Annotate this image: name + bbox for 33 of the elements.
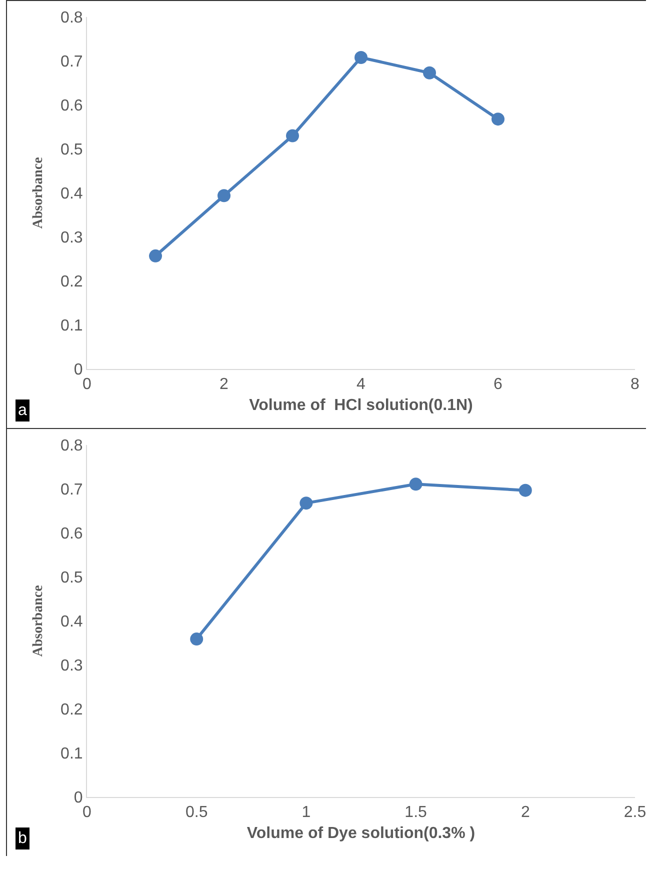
y-axis-title: Absorbance — [31, 585, 46, 657]
text: a — [18, 402, 27, 419]
x-tick-label: 8 — [630, 376, 640, 394]
x-tick-label: 2 — [520, 804, 530, 822]
y-tick-label: 0.5 — [60, 142, 83, 159]
y-tick-label: 0.4 — [60, 614, 83, 631]
y-tick-label: 0 — [74, 362, 83, 379]
y-tick-label: 0.6 — [60, 98, 83, 115]
y-tick-label: 0.5 — [60, 570, 83, 587]
y-tick-label: 0.8 — [60, 10, 83, 27]
y-tick-label: 0.7 — [60, 54, 83, 71]
y-tick-label: 0.2 — [60, 274, 83, 291]
y-tick-label: 0 — [74, 790, 83, 807]
x-tick-label: 2.5 — [624, 804, 646, 822]
y-tick-label: 0.1 — [60, 746, 83, 763]
y-axis-title: Absorbance — [31, 157, 46, 229]
y-tick-label: 0.4 — [60, 186, 83, 203]
x-tick-label: 2 — [220, 376, 229, 394]
x-tick-label: 6 — [494, 376, 503, 394]
x-tick-label: 1 — [302, 804, 311, 822]
y-tick-label: 0.6 — [60, 526, 83, 543]
y-tick-label: 0.3 — [60, 658, 83, 675]
y-tick-label: 0.3 — [60, 230, 83, 247]
x-tick-label: 1.5 — [404, 804, 428, 822]
x-tick-label: 0.5 — [185, 804, 208, 822]
y-tick-label: 0.8 — [60, 438, 83, 455]
x-axis-title: Volume of Dye solution(0.3% ) — [246, 824, 476, 842]
y-tick-label: 0.7 — [60, 482, 83, 499]
y-tick-label: 0.2 — [60, 702, 83, 719]
x-tick-label: 4 — [356, 376, 366, 394]
x-axis-title: Volume of HCl solution(0.1N) — [249, 396, 473, 414]
y-tick-label: 0.1 — [60, 318, 83, 335]
text: b — [18, 830, 27, 847]
